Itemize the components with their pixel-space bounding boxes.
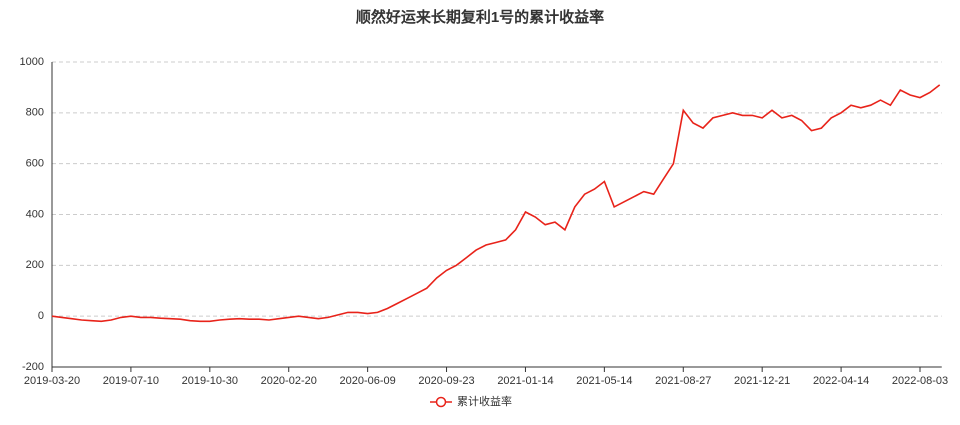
x-tick-label: 2019-07-10: [103, 375, 159, 387]
y-tick-label: 200: [26, 259, 44, 271]
x-tick-label: 2019-10-30: [182, 375, 238, 387]
y-tick-label: 800: [26, 107, 44, 119]
x-tick-label: 2020-09-23: [418, 375, 474, 387]
x-tick-label: 2021-05-14: [576, 375, 632, 387]
x-tick-label: 2022-04-14: [813, 375, 869, 387]
x-tick-label: 2020-02-20: [261, 375, 317, 387]
x-tick-label: 2020-06-09: [339, 375, 395, 387]
data-line: [51, 84, 941, 323]
y-tick-label: 1000: [20, 56, 44, 68]
y-tick-label: 400: [26, 208, 44, 220]
y-tick-label: -200: [22, 361, 44, 373]
x-tick-label: 2021-12-21: [734, 375, 790, 387]
legend-marker: [435, 396, 447, 408]
chart-title: 顺然好运来长期复利1号的累计收益率: [356, 8, 604, 26]
x-tick-label: 2019-03-20: [24, 375, 80, 387]
x-tick-label: 2022-08-03: [892, 375, 948, 387]
y-tick-label: 0: [38, 310, 44, 322]
x-tick-label: 2021-08-27: [655, 375, 711, 387]
legend-label: 累计收益率: [457, 394, 512, 408]
x-tick-label: 2021-01-14: [497, 375, 553, 387]
y-tick-label: 600: [26, 158, 44, 170]
